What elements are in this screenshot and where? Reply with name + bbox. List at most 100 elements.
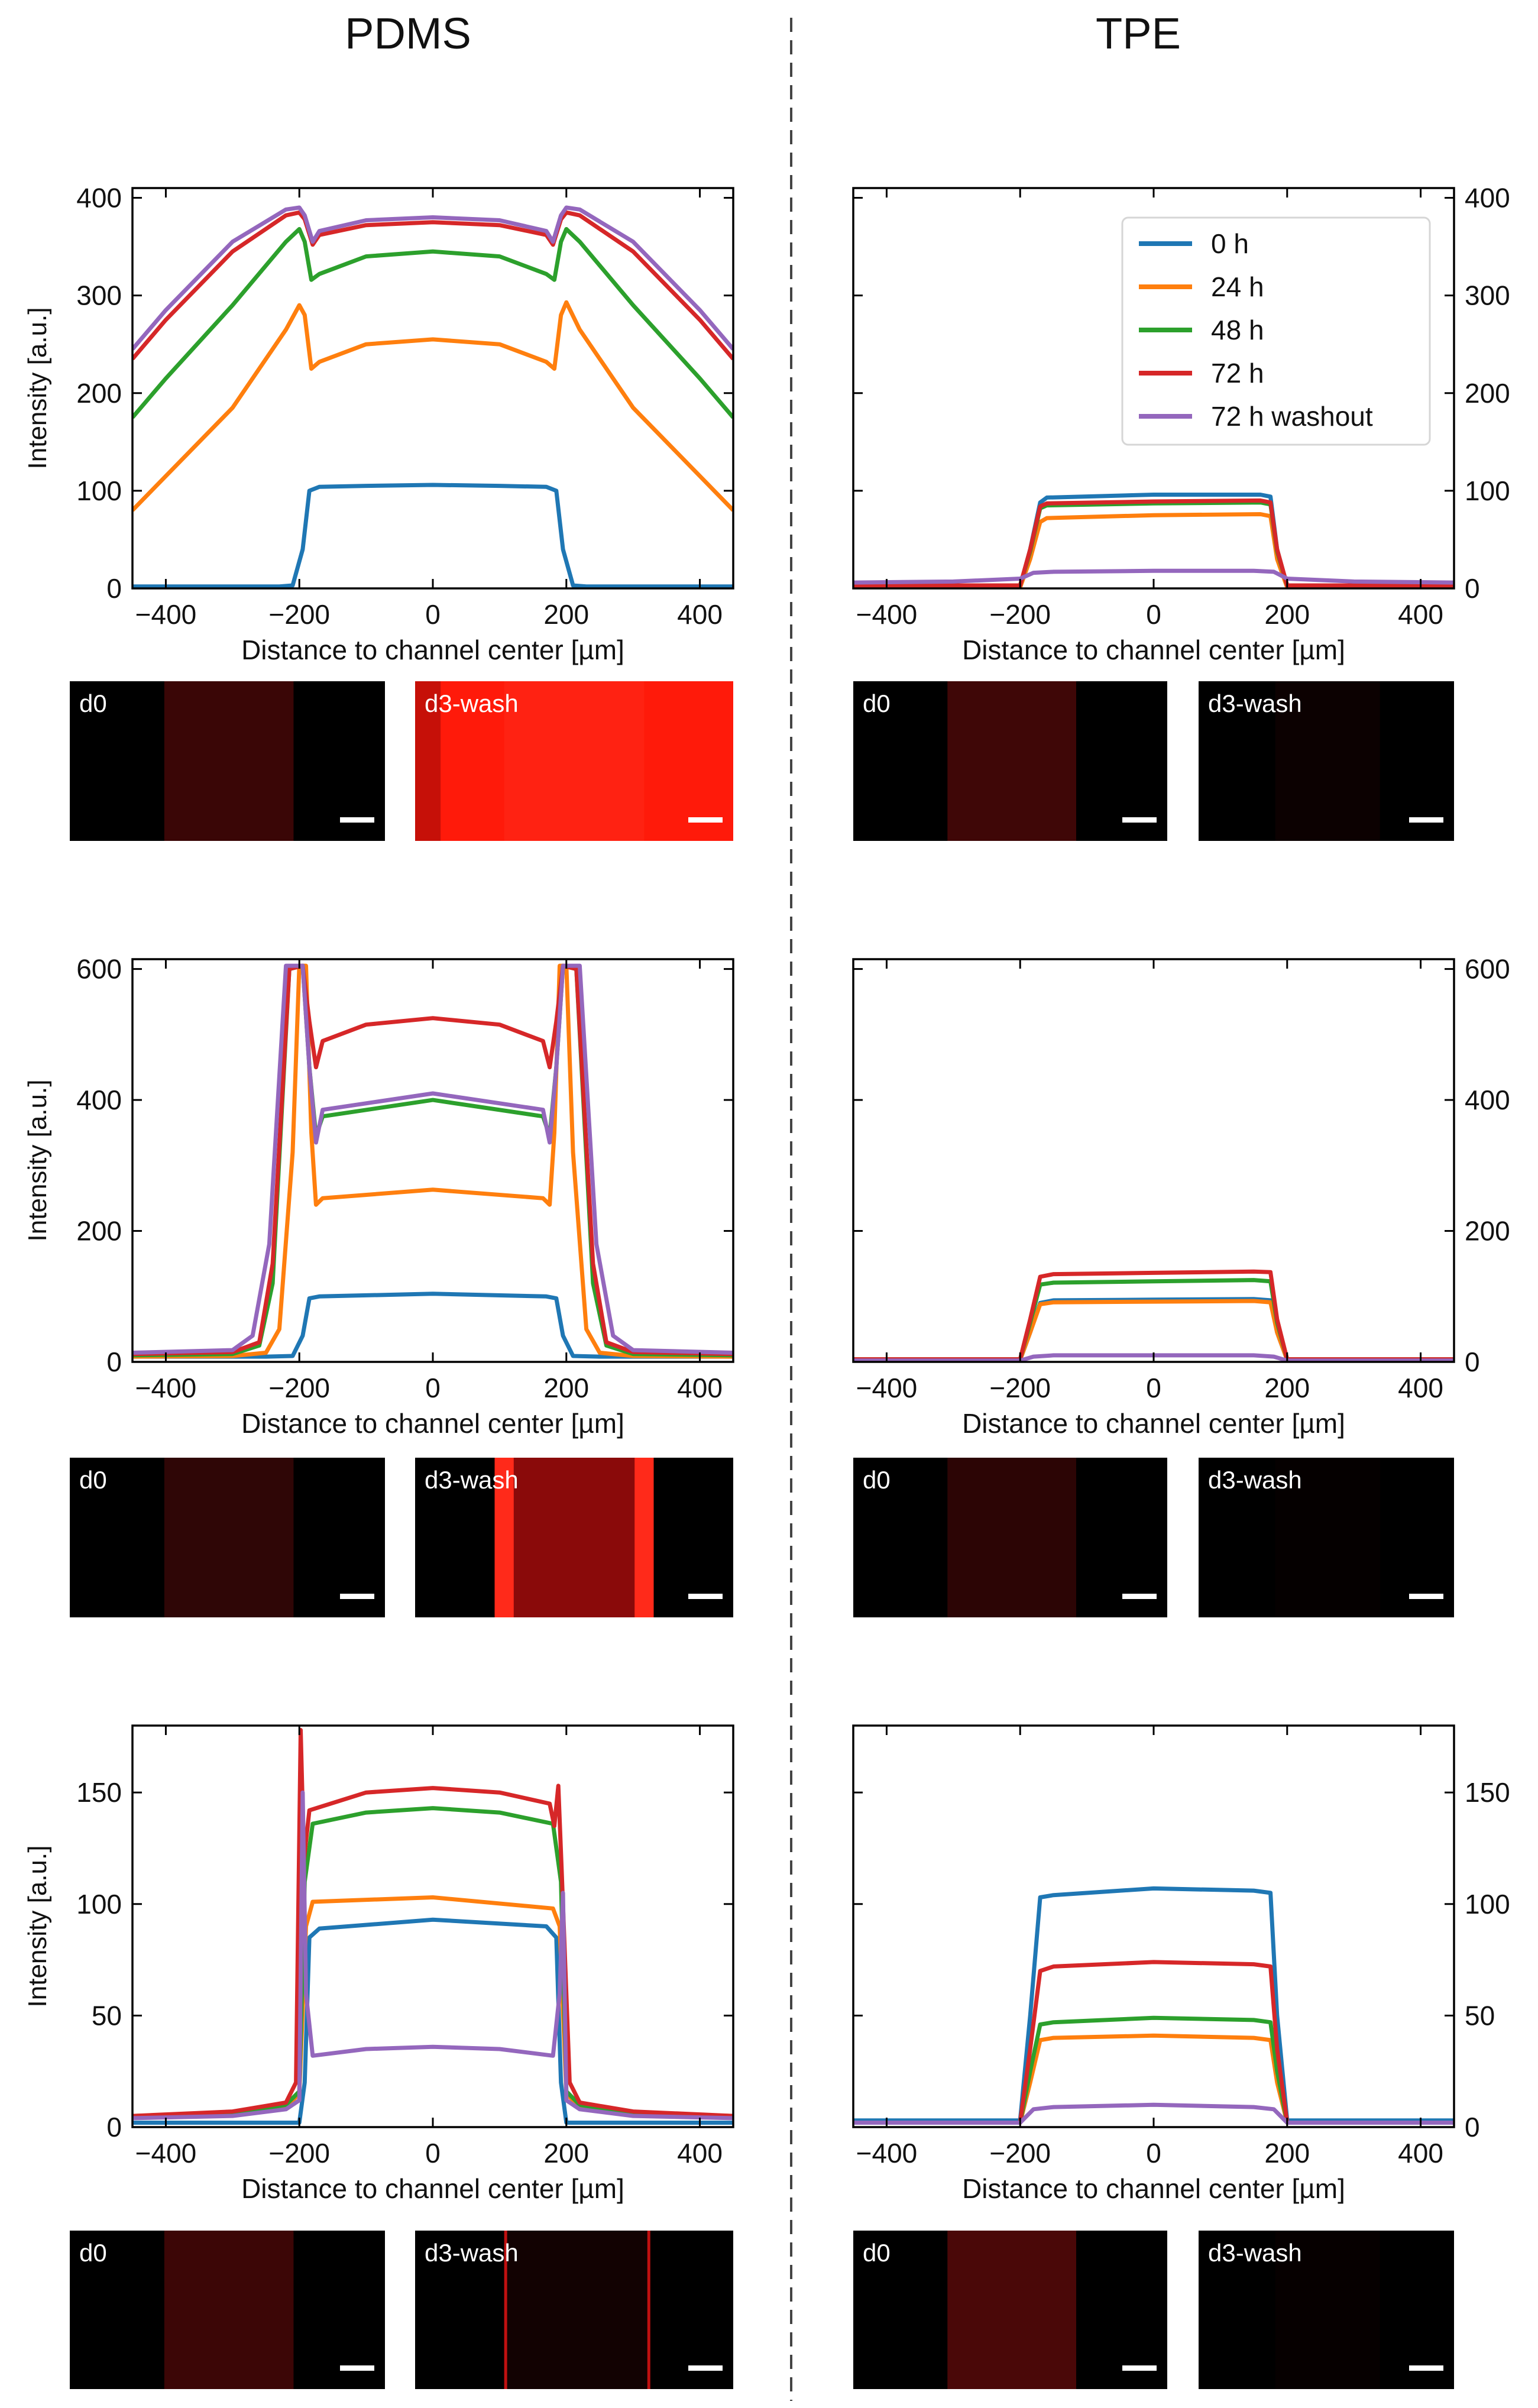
x-tick-label: 200 (1264, 1373, 1310, 1403)
chart-A-TPE: −400 −200 0 200 400 0 100 200 300 400 Distance to … (852, 183, 1510, 665)
scale-bar (1122, 2365, 1157, 2371)
micrograph-channel (164, 681, 294, 841)
micrograph-channel (947, 681, 1077, 841)
scale-bar (340, 1594, 374, 1599)
series-line-24-h (853, 512, 1454, 588)
micrograph-B-PDMS-d0: d0 (70, 1458, 385, 1617)
micrograph-channel (504, 2231, 647, 2389)
micrograph-A-TPE-wash: d3-wash (1199, 681, 1454, 841)
y-tick-label: 150 (1465, 1777, 1510, 1808)
scale-bar (1409, 2365, 1443, 2371)
micrograph-dark-edge (415, 681, 441, 841)
y-tick-label: 200 (76, 1216, 122, 1247)
x-tick-label: 400 (1398, 1373, 1443, 1403)
micrograph-label: d0 (79, 1466, 107, 1494)
scale-bar (688, 2365, 723, 2371)
y-axis-label: Intensity [a.u.] (23, 1846, 52, 2008)
x-tick-label: −400 (856, 599, 918, 630)
y-tick-label: 300 (76, 280, 122, 311)
micrograph-C-PDMS-d0: d0 (70, 2231, 385, 2389)
series-line-72-h (853, 498, 1454, 588)
scale-bar (340, 2365, 374, 2371)
x-axis-label: Distance to channel center [µm] (241, 2173, 624, 2204)
x-tick-label: −200 (268, 2138, 330, 2169)
y-tick-label: 150 (76, 1777, 122, 1808)
chart-C-PDMS: −400 −200 0 200 400 0 50 100 150 Distance to chan… (23, 1724, 734, 2204)
series-line-0-h (132, 483, 733, 588)
micrograph-B-PDMS-wash: d3-wash (415, 1458, 733, 1617)
panels: −400 −200 0 200 400 0 100 200 300 400 Distance to … (23, 183, 1510, 2389)
series-line-72-h (132, 963, 733, 1357)
x-tick-label: −400 (135, 1373, 197, 1403)
y-tick-label: 400 (76, 183, 122, 213)
micrograph-edge-line (647, 2231, 650, 2389)
x-tick-label: 400 (677, 1373, 723, 1403)
column-label-pdms: PDMS (345, 9, 471, 58)
x-axis-label: Distance to channel center [µm] (962, 635, 1345, 665)
y-tick-label: 200 (76, 378, 122, 409)
micrograph-label: d3-wash (425, 690, 519, 717)
chart-C-TPE: −400 −200 0 200 400 0 50 100 150 Distance to chan… (852, 1724, 1510, 2204)
series-line-0-h (132, 1292, 733, 1359)
x-tick-label: 0 (425, 2138, 441, 2169)
series-line-48-h (132, 963, 733, 1358)
x-tick-label: 400 (677, 599, 723, 630)
series-line-48-h (853, 2015, 1454, 2125)
micrograph-A-PDMS-d0: d0 (70, 681, 385, 841)
series-line-72-h (132, 1728, 733, 2118)
micrograph-label: d0 (863, 2239, 891, 2267)
micrograph-label: d3-wash (425, 2239, 519, 2267)
y-tick-label: 0 (1465, 1347, 1480, 1377)
scale-bar (340, 817, 374, 823)
x-tick-label: 200 (1264, 599, 1310, 630)
y-tick-label: 400 (1465, 1085, 1510, 1115)
micrograph-label: d0 (79, 2239, 107, 2267)
series-line-48-h (132, 1806, 733, 2118)
micrograph-label: d3-wash (1208, 1466, 1302, 1494)
micrograph-label: d3-wash (1208, 2239, 1302, 2267)
series-line-72-h-washout (853, 2102, 1454, 2125)
micrograph-label: d3-wash (425, 1466, 519, 1494)
micrograph-wall-stripe (494, 1458, 514, 1617)
y-tick-label: 200 (1465, 1216, 1510, 1247)
scale-bar (1122, 1594, 1157, 1599)
series-line-72-h-washout (132, 1790, 733, 2121)
legend: 0 h 24 h 48 h 72 h 72 h washout (1121, 216, 1431, 446)
micrograph-label: d0 (863, 690, 891, 717)
x-tick-label: 400 (677, 2138, 723, 2169)
x-tick-label: −400 (856, 2138, 918, 2169)
x-tick-label: 200 (543, 1373, 589, 1403)
micrograph-flood (415, 681, 733, 841)
series-line-24-h (853, 2033, 1454, 2125)
series-line-0-h (853, 1297, 1454, 1362)
x-tick-label: 400 (1398, 2138, 1443, 2169)
y-tick-label: 300 (1465, 280, 1510, 311)
micrograph-channel (1275, 1458, 1380, 1617)
x-tick-label: −400 (856, 1373, 918, 1403)
y-tick-label: 100 (76, 475, 122, 506)
series-line-24-h (853, 1299, 1454, 1362)
micrograph-channel (164, 2231, 294, 2389)
micrograph-label: d3-wash (1208, 690, 1302, 717)
y-tick-label: 600 (1465, 954, 1510, 985)
micrograph-channel (504, 681, 645, 841)
micrograph-channel (947, 1458, 1077, 1617)
scale-bar (1409, 1594, 1443, 1599)
micrograph-A-TPE-d0: d0 (853, 681, 1167, 841)
micrograph-B-TPE-wash: d3-wash (1199, 1458, 1454, 1617)
series-line-72-h-washout (853, 568, 1454, 585)
y-tick-label: 400 (76, 1085, 122, 1115)
series-line-24-h (132, 1895, 733, 2118)
micrograph-B-TPE-d0: d0 (853, 1458, 1167, 1617)
legend-entry: 48 h (1211, 315, 1264, 345)
x-axis-label: Distance to channel center [µm] (241, 1408, 624, 1439)
x-tick-label: −200 (268, 1373, 330, 1403)
micrograph-C-TPE-wash: d3-wash (1199, 2231, 1454, 2389)
x-tick-label: −200 (989, 599, 1051, 630)
x-axis-label: Distance to channel center [µm] (962, 1408, 1345, 1439)
y-tick-label: 100 (1465, 475, 1510, 506)
x-tick-label: 200 (543, 599, 589, 630)
y-tick-label: 600 (76, 954, 122, 985)
x-tick-label: 400 (1398, 599, 1443, 630)
